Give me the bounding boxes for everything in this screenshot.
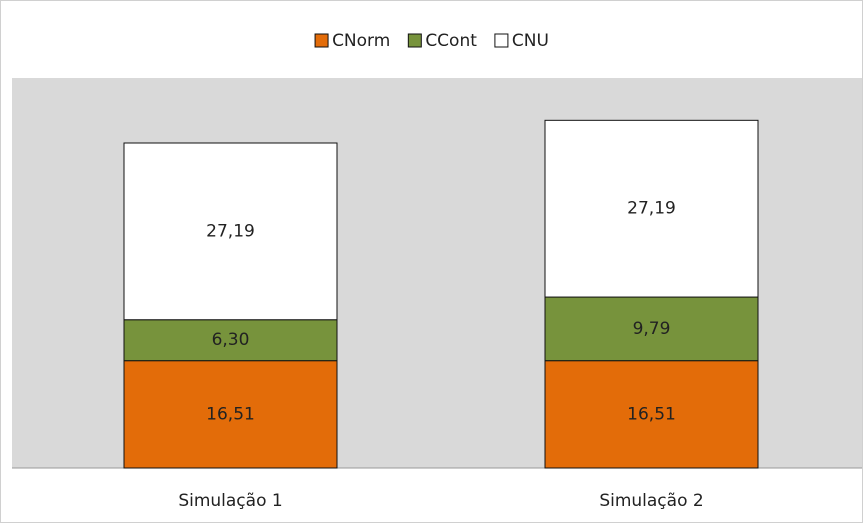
legend-swatch <box>407 33 422 48</box>
bar-segment <box>544 119 759 298</box>
bar-segment <box>123 142 338 321</box>
legend-label: CCont <box>425 31 477 51</box>
x-tick-label: Simulação 1 <box>178 491 282 511</box>
bar-segment <box>123 360 338 469</box>
data-label: 16,51 <box>627 404 676 424</box>
data-label: 27,19 <box>206 221 255 241</box>
data-label: 9,79 <box>633 319 671 339</box>
legend-swatch <box>494 33 509 48</box>
data-label: 16,51 <box>206 404 255 424</box>
legend-label: CNU <box>512 31 549 51</box>
data-label: 6,30 <box>212 330 250 350</box>
legend-swatch <box>314 33 329 48</box>
bar-segment <box>123 319 338 362</box>
legend-label: CNorm <box>332 31 390 51</box>
bar-segment <box>544 296 759 362</box>
data-label: 27,19 <box>627 199 676 219</box>
bar-segment <box>544 360 759 469</box>
x-tick-label: Simulação 2 <box>599 491 703 511</box>
